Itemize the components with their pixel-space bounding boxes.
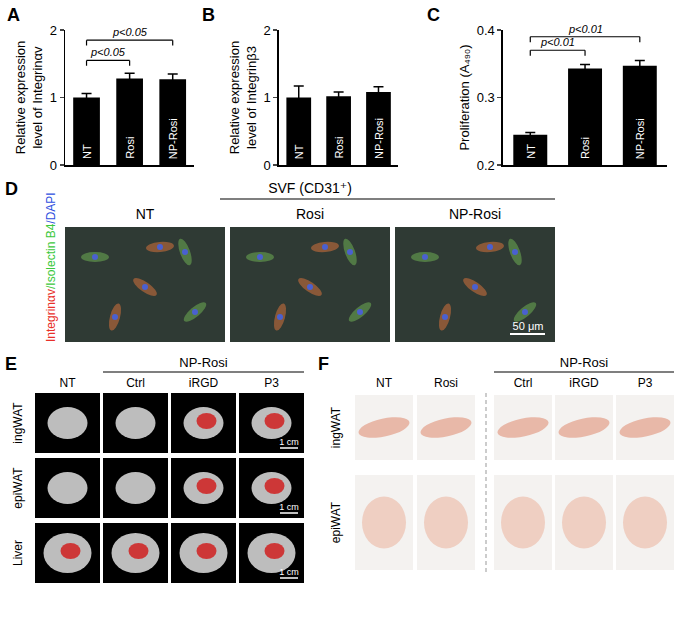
svg-text:2: 2 — [263, 23, 270, 38]
svg-text:1 cm: 1 cm — [279, 567, 299, 577]
svg-text:50 μm: 50 μm — [513, 320, 544, 332]
svg-text:p<0.05: p<0.05 — [90, 46, 126, 58]
svg-text:0.2: 0.2 — [477, 158, 495, 173]
svg-text:1 cm: 1 cm — [279, 502, 299, 512]
svg-text:0.4: 0.4 — [477, 23, 495, 38]
svg-text:Rosi: Rosi — [124, 137, 136, 159]
svg-text:C: C — [427, 5, 440, 25]
svg-text:Ctrl: Ctrl — [126, 376, 145, 390]
svg-text:Rosi: Rosi — [333, 137, 345, 159]
svg-text:p<0.01: p<0.01 — [568, 23, 603, 35]
svg-text:NT: NT — [136, 206, 155, 222]
svg-text:Rosi: Rosi — [296, 206, 324, 222]
svg-text:P3: P3 — [264, 376, 279, 390]
svg-text:Liver: Liver — [11, 540, 25, 566]
svg-text:Relative expressionlevel of In: Relative expressionlevel of Integrinαv — [13, 41, 45, 154]
svg-text:iRGD: iRGD — [189, 376, 219, 390]
svg-text:Relative expressionlevel of In: Relative expressionlevel of Integrinβ3 — [227, 41, 259, 154]
svg-text:0: 0 — [263, 158, 270, 173]
svg-text:F: F — [318, 354, 329, 374]
svg-text:1: 1 — [50, 90, 57, 105]
svg-text:epiWAT: epiWAT — [329, 501, 343, 543]
svg-text:ingWAT: ingWAT — [11, 402, 25, 444]
svg-text:Proliferation (A₄₉₀): Proliferation (A₄₉₀) — [457, 44, 472, 150]
svg-text:2: 2 — [50, 23, 57, 38]
svg-text:Ctrl: Ctrl — [514, 376, 533, 390]
svg-text:Rosi: Rosi — [434, 376, 458, 390]
svg-text:NT: NT — [293, 144, 305, 159]
svg-text:NT: NT — [81, 144, 93, 159]
svg-text:SVF (CD31⁺): SVF (CD31⁺) — [268, 180, 352, 196]
svg-text:E: E — [5, 354, 17, 374]
svg-text:epiWAT: epiWAT — [11, 467, 25, 509]
svg-text:p<0.05: p<0.05 — [112, 26, 148, 38]
svg-text:D: D — [5, 179, 18, 199]
svg-text:NT: NT — [525, 144, 537, 159]
svg-text:Integrinαv/Isolectin B4/DAPI: Integrinαv/Isolectin B4/DAPI — [44, 192, 58, 342]
svg-text:NT: NT — [60, 376, 77, 390]
svg-text:1 cm: 1 cm — [279, 437, 299, 447]
svg-text:NT: NT — [376, 376, 393, 390]
svg-text:P3: P3 — [638, 376, 653, 390]
svg-text:NP-Rosi: NP-Rosi — [373, 118, 385, 159]
svg-text:1: 1 — [263, 90, 270, 105]
svg-text:NP-Rosi: NP-Rosi — [179, 355, 228, 370]
svg-text:NP-Rosi: NP-Rosi — [449, 206, 501, 222]
svg-text:NP-Rosi: NP-Rosi — [167, 118, 179, 159]
svg-text:NP-Rosi: NP-Rosi — [560, 355, 609, 370]
svg-text:iRGD: iRGD — [569, 376, 599, 390]
svg-text:A: A — [7, 5, 20, 25]
svg-text:ingWAT: ingWAT — [329, 406, 343, 448]
svg-text:0: 0 — [50, 158, 57, 173]
svg-text:0.3: 0.3 — [477, 90, 495, 105]
svg-text:Rosi: Rosi — [579, 137, 591, 159]
svg-text:NP-Rosi: NP-Rosi — [634, 118, 646, 159]
svg-text:B: B — [202, 5, 215, 25]
svg-text:p<0.01: p<0.01 — [540, 36, 575, 48]
